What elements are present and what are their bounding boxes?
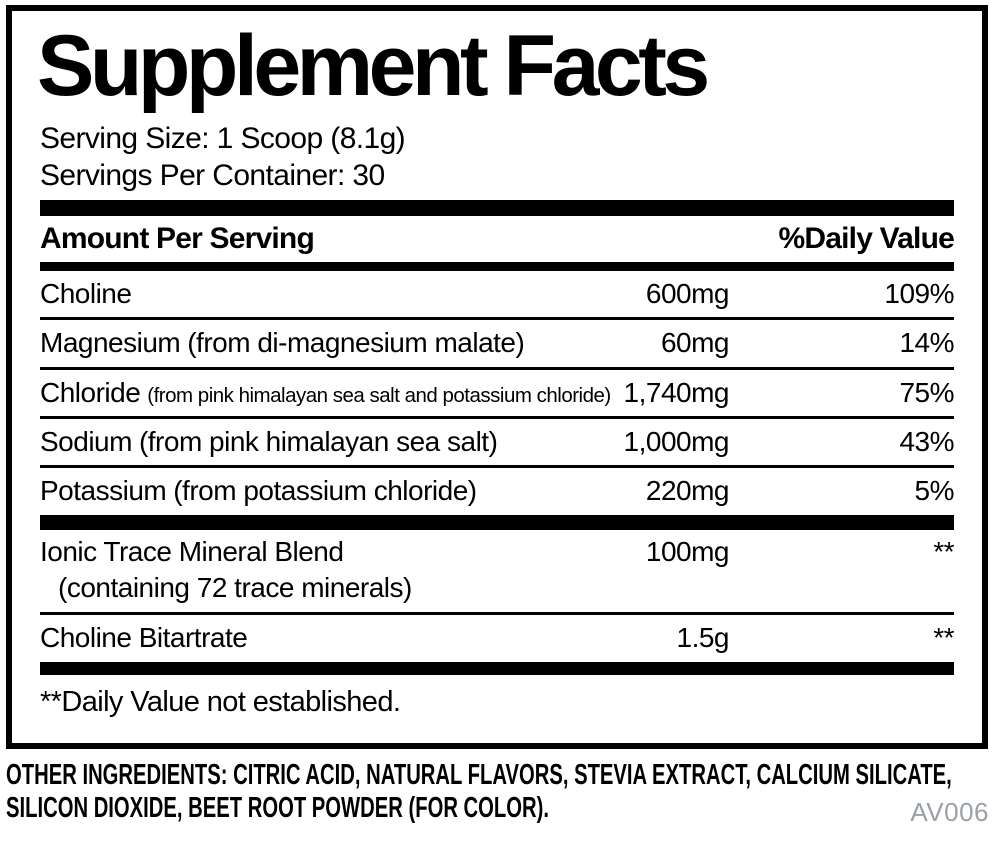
nutrient-name: Potassium	[40, 474, 167, 506]
nutrient-source-detail: (from pink himalayan sea salt)	[138, 425, 498, 457]
supplement-facts-panel: Supplement Facts Serving Size: 1 Scoop (…	[6, 5, 988, 749]
nutrient-source-detail: (from potassium chloride)	[173, 474, 477, 506]
nutrient-row-potassium: Potassium (from potassium chloride) 220mg…	[40, 468, 955, 515]
nutrient-name: Choline	[40, 278, 132, 310]
daily-value-footnote: **Daily Value not established.	[40, 685, 401, 718]
blend-contents-note: (containing 72 trace minerals)	[58, 572, 412, 604]
blend-amount: 100mg	[645, 536, 730, 568]
nutrient-daily-value: 109%	[884, 278, 954, 310]
blend-daily-value: **	[933, 536, 954, 568]
nutrient-daily-value: 5%	[914, 474, 955, 506]
nutrient-row-chloride: Chloride (from pink himalayan sea salt an…	[40, 370, 955, 419]
nutrient-amount: 600mg	[645, 278, 730, 310]
nutrient-daily-value: 43%	[899, 425, 954, 457]
nutrient-amount: 60mg	[660, 327, 730, 359]
nutrient-row-sodium: Sodium (from pink himalayan sea salt) 1,0…	[40, 419, 955, 468]
nutrient-row-choline-bitartrate: Choline Bitartrate 1.5g **	[40, 615, 955, 662]
nutrient-row-trace-mineral-blend: Ionic Trace Mineral Blend 100mg ** (cont…	[40, 530, 955, 615]
nutrient-name: Chloride	[40, 376, 141, 408]
serving-size: Serving Size: 1 Scoop (8.1g)	[40, 122, 406, 155]
top-separator-bar	[40, 200, 954, 217]
nutrient-source-detail: (from di-magnesium malate)	[187, 327, 525, 359]
nutrient-name: Choline Bitartrate	[40, 621, 248, 653]
nutrient-amount: 1,000mg	[623, 425, 730, 457]
daily-value-header: %Daily Value	[778, 222, 955, 256]
footnote-separator-bar	[40, 661, 954, 675]
nutrient-daily-value: 14%	[899, 327, 954, 359]
nutrient-amount: 220mg	[645, 474, 730, 506]
panel-title: Supplement Facts	[37, 18, 710, 114]
amount-per-serving-header: Amount Per Serving	[40, 222, 315, 256]
mid-separator-bar	[40, 515, 954, 531]
nutrient-name: Magnesium	[40, 327, 181, 359]
nutrient-row-choline: Choline 600mg 109%	[40, 271, 955, 321]
nutrient-source-detail: (from pink himalayan sea salt and potass…	[147, 383, 611, 407]
nutrient-daily-value: **	[933, 621, 954, 653]
nutrient-daily-value: 75%	[899, 376, 954, 408]
blend-name: Ionic Trace Mineral Blend	[40, 536, 344, 568]
label-version-code: AV006	[910, 797, 989, 827]
nutrient-amount: 1,740mg	[623, 376, 730, 408]
nutrient-amount: 1.5g	[676, 621, 730, 653]
nutrient-name: Sodium	[40, 425, 132, 457]
other-ingredients-text: OTHER INGREDIENTS: CITRIC ACID, NATURAL …	[6, 759, 952, 825]
nutrient-row-magnesium: Magnesium (from di-magnesium malate) 60mg…	[40, 320, 955, 370]
servings-per-container: Servings Per Container: 30	[40, 158, 385, 192]
header-separator-bar	[40, 262, 954, 272]
table-header-row: Amount Per Serving %Daily Value	[40, 216, 955, 262]
